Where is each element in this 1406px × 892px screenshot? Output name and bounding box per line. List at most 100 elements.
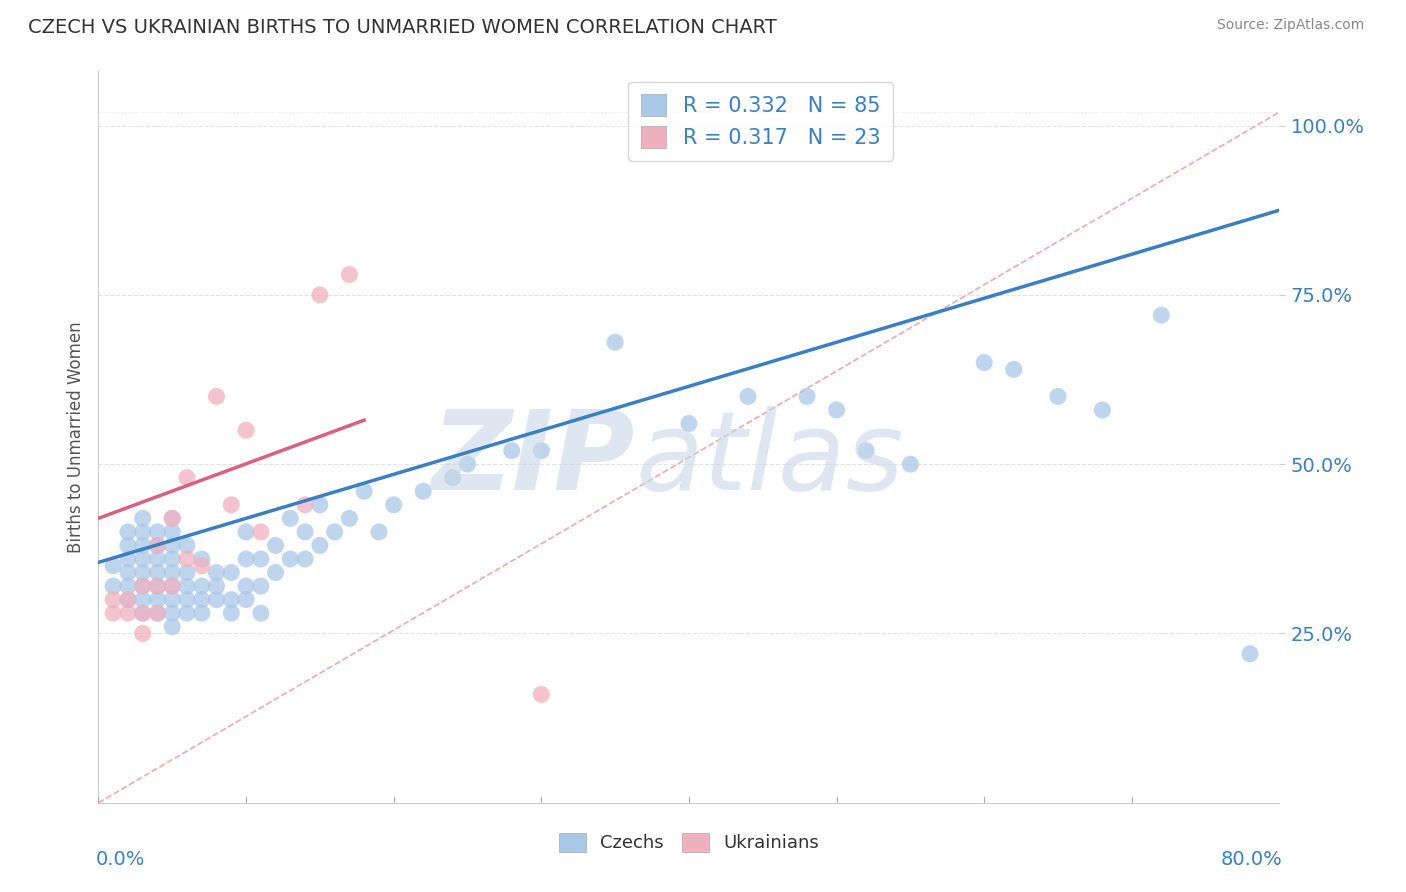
Point <box>382 498 405 512</box>
Point <box>457 457 479 471</box>
Point <box>176 592 198 607</box>
Y-axis label: Births to Unmarried Women: Births to Unmarried Women <box>66 321 84 553</box>
Point <box>309 538 332 552</box>
Point <box>294 498 316 512</box>
Point <box>103 579 125 593</box>
Point <box>132 524 155 539</box>
Point <box>132 566 155 580</box>
Point <box>132 538 155 552</box>
Point <box>162 606 183 620</box>
Point <box>162 552 183 566</box>
Text: Source: ZipAtlas.com: Source: ZipAtlas.com <box>1216 18 1364 32</box>
Point <box>605 335 627 350</box>
Point <box>1150 308 1173 322</box>
Point <box>221 606 243 620</box>
Point <box>1002 362 1025 376</box>
Point <box>221 498 243 512</box>
Point <box>146 579 169 593</box>
Point <box>132 579 155 593</box>
Point <box>737 389 759 403</box>
Text: ZIP: ZIP <box>432 406 636 513</box>
Point <box>132 606 155 620</box>
Point <box>1091 403 1114 417</box>
Text: atlas: atlas <box>636 406 904 513</box>
Point <box>825 403 848 417</box>
Point <box>176 538 198 552</box>
Point <box>250 579 273 593</box>
Point <box>796 389 818 403</box>
Point <box>235 579 257 593</box>
Point <box>205 389 228 403</box>
Point <box>309 288 332 302</box>
Point <box>162 579 183 593</box>
Point <box>146 606 169 620</box>
Point <box>530 443 553 458</box>
Point <box>441 471 464 485</box>
Point <box>191 552 214 566</box>
Point <box>162 524 183 539</box>
Point <box>900 457 922 471</box>
Point <box>162 566 183 580</box>
Point <box>973 355 995 369</box>
Point <box>146 524 169 539</box>
Point <box>162 511 183 525</box>
Point <box>117 524 139 539</box>
Point <box>309 498 332 512</box>
Point <box>162 579 183 593</box>
Point <box>280 511 302 525</box>
Point <box>205 566 228 580</box>
Point <box>176 471 198 485</box>
Point <box>132 579 155 593</box>
Point <box>146 606 169 620</box>
Point <box>855 443 877 458</box>
Point <box>176 566 198 580</box>
Point <box>339 511 361 525</box>
Point <box>191 606 214 620</box>
Point <box>205 579 228 593</box>
Point <box>250 606 273 620</box>
Point <box>501 443 523 458</box>
Point <box>205 592 228 607</box>
Point <box>412 484 434 499</box>
Point <box>146 538 169 552</box>
Text: 80.0%: 80.0% <box>1220 850 1282 869</box>
Text: 0.0%: 0.0% <box>96 850 145 869</box>
Point <box>191 558 214 573</box>
Point <box>146 579 169 593</box>
Point <box>264 538 287 552</box>
Point <box>530 688 553 702</box>
Point <box>264 566 287 580</box>
Text: CZECH VS UKRAINIAN BIRTHS TO UNMARRIED WOMEN CORRELATION CHART: CZECH VS UKRAINIAN BIRTHS TO UNMARRIED W… <box>28 18 778 37</box>
Point <box>103 592 125 607</box>
Point <box>132 552 155 566</box>
Point <box>132 626 155 640</box>
Point <box>235 524 257 539</box>
Point <box>162 620 183 634</box>
Point <box>162 511 183 525</box>
Point <box>1239 647 1261 661</box>
Point <box>176 552 198 566</box>
Point <box>294 524 316 539</box>
Point <box>323 524 346 539</box>
Point <box>176 606 198 620</box>
Point <box>117 606 139 620</box>
Point <box>146 592 169 607</box>
Point <box>1046 389 1070 403</box>
Point <box>339 268 361 282</box>
Point <box>250 524 273 539</box>
Point <box>117 579 139 593</box>
Point <box>132 511 155 525</box>
Point <box>117 592 139 607</box>
Point <box>191 579 214 593</box>
Point <box>176 579 198 593</box>
Point <box>117 592 139 607</box>
Point <box>235 552 257 566</box>
Point <box>103 606 125 620</box>
Point <box>103 558 125 573</box>
Point <box>117 538 139 552</box>
Point <box>162 592 183 607</box>
Point <box>221 566 243 580</box>
Legend: Czechs, Ukrainians: Czechs, Ukrainians <box>551 826 827 860</box>
Point <box>280 552 302 566</box>
Point <box>235 592 257 607</box>
